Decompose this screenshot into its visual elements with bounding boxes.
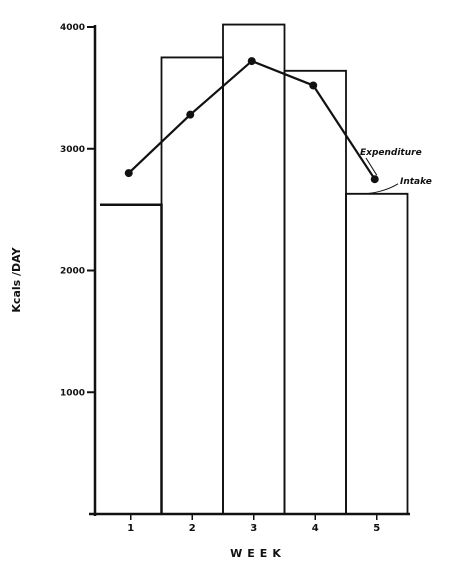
- expenditure-point: [370, 175, 379, 184]
- intake-leader: [365, 183, 399, 195]
- x-axis-title: WEEK: [230, 547, 286, 560]
- x-tick-label: 4: [312, 523, 319, 534]
- intake-bar: [283, 69, 347, 514]
- intake-bar: [345, 192, 409, 514]
- y-tick-label: 2000: [60, 267, 85, 277]
- expenditure-point: [186, 110, 195, 119]
- intake-bar: [222, 23, 286, 514]
- x-tick-label: 1: [127, 523, 134, 534]
- expenditure-point: [124, 169, 133, 178]
- x-tick-label: 2: [189, 523, 196, 534]
- intake-bar: [160, 56, 224, 514]
- intake-annotation: Intake: [400, 177, 432, 187]
- expenditure-point: [309, 81, 318, 90]
- expenditure-point: [247, 57, 256, 66]
- expenditure-line: [127, 59, 376, 180]
- intake-bar: [100, 203, 163, 514]
- y-tick-label: 1000: [60, 388, 85, 398]
- x-tick-label: 5: [373, 523, 380, 534]
- y-axis-title: Kcals /DAY: [10, 246, 23, 312]
- y-tick-label: 3000: [60, 145, 85, 155]
- x-tick-label: 3: [250, 523, 257, 534]
- expenditure-annotation: Expenditure: [360, 148, 422, 158]
- y-tick-label: 4000: [60, 23, 85, 33]
- expenditure-leader: [365, 157, 378, 176]
